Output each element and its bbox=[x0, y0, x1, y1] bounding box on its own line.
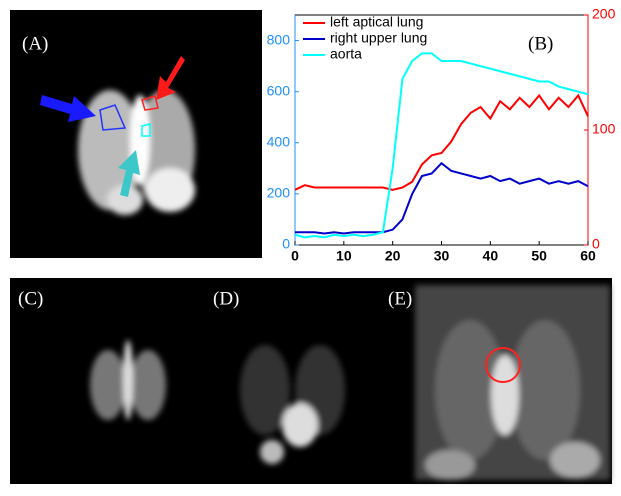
y-tick-label: 0 bbox=[282, 236, 290, 252]
panel-label: (A) bbox=[22, 33, 48, 54]
y-tick-label: 200 bbox=[267, 185, 291, 201]
figure: (A) (B) (C) (D) (E) 0 10 20 30 40 50 600 200 400… bbox=[0, 0, 621, 491]
panel-label: (C) bbox=[18, 288, 43, 309]
y-tick-label: 600 bbox=[267, 82, 291, 98]
series-line bbox=[295, 53, 588, 237]
y-tick-label: 800 bbox=[267, 31, 291, 47]
lung-image bbox=[78, 90, 195, 215]
panel-label: (E) bbox=[388, 288, 412, 309]
panel-label: (D) bbox=[213, 288, 239, 309]
series-line bbox=[295, 163, 588, 233]
panel-e-image bbox=[415, 285, 610, 480]
y-tick-label: 400 bbox=[267, 133, 291, 149]
x-tick-label: 10 bbox=[336, 248, 352, 264]
panel-label: (B) bbox=[528, 33, 553, 54]
x-tick-label: 50 bbox=[531, 248, 547, 264]
legend-label: right upper lung bbox=[330, 30, 427, 46]
x-tick-label: 20 bbox=[385, 248, 401, 264]
series-line bbox=[295, 96, 588, 190]
y2-tick-label: 100 bbox=[592, 121, 616, 137]
x-tick-label: 0 bbox=[291, 248, 299, 264]
legend-label: left aptical lung bbox=[330, 14, 423, 30]
x-tick-label: 30 bbox=[434, 248, 450, 264]
legend-label: aorta bbox=[330, 46, 362, 62]
y2-tick-label: 0 bbox=[592, 236, 600, 252]
y2-tick-label: 200 bbox=[592, 6, 616, 22]
x-tick-label: 40 bbox=[483, 248, 499, 264]
